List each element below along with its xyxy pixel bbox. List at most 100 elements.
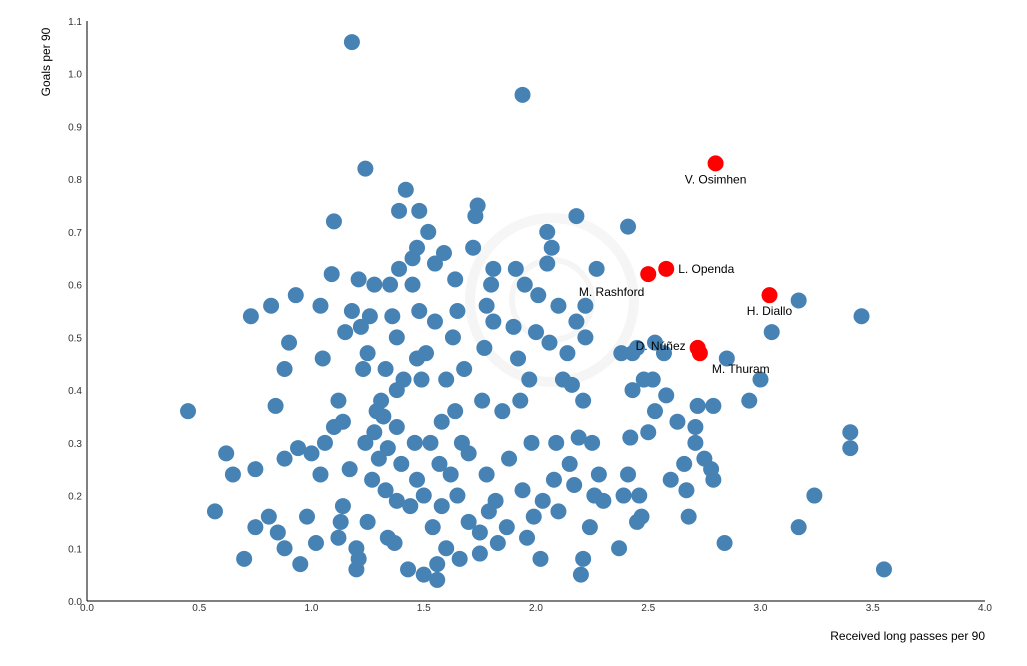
data-point[interactable] [242,308,259,325]
data-point[interactable] [287,287,304,304]
data-point[interactable] [366,276,383,293]
data-point[interactable] [581,519,598,536]
data-point[interactable] [357,434,374,451]
data-point[interactable] [334,498,351,515]
data-point[interactable] [411,303,428,319]
data-point[interactable] [276,450,293,467]
data-point[interactable] [388,492,405,509]
data-point[interactable] [442,466,459,483]
data-point[interactable] [655,345,672,362]
data-point[interactable] [514,482,531,499]
data-point[interactable] [640,424,657,441]
data-point[interactable] [384,308,401,325]
data-point[interactable] [629,339,646,356]
data-point[interactable] [370,450,387,467]
highlighted-point[interactable] [658,260,675,277]
data-point[interactable] [415,487,432,504]
data-point[interactable] [417,345,434,362]
data-point[interactable] [330,392,347,409]
data-point[interactable] [409,239,426,256]
data-point[interactable] [357,160,374,177]
data-point[interactable] [595,492,612,509]
data-point[interactable] [299,508,316,525]
data-point[interactable] [532,550,549,567]
data-point[interactable] [325,213,342,230]
data-point[interactable] [379,440,396,457]
highlighted-point[interactable] [640,266,657,283]
data-point[interactable] [611,540,628,557]
data-point[interactable] [415,566,432,583]
data-point[interactable] [314,350,331,367]
data-point[interactable] [539,255,556,272]
data-point[interactable] [471,524,488,541]
data-point[interactable] [550,503,567,520]
data-point[interactable] [620,466,637,483]
data-point[interactable] [763,324,780,341]
data-point[interactable] [483,276,500,293]
data-point[interactable] [355,361,372,377]
data-point[interactable] [590,466,607,483]
data-point[interactable] [429,571,446,588]
data-point[interactable] [563,376,580,393]
data-point[interactable] [510,350,527,367]
data-point[interactable] [267,397,284,414]
data-point[interactable] [404,276,421,293]
data-point[interactable] [741,392,758,409]
data-point[interactable] [716,535,733,551]
data-point[interactable] [449,487,466,504]
data-point[interactable] [543,239,560,256]
data-point[interactable] [718,350,735,367]
data-point[interactable] [615,487,632,504]
data-point[interactable] [622,429,639,446]
data-point[interactable] [424,519,441,536]
data-point[interactable] [366,424,383,441]
data-point[interactable] [352,318,369,335]
data-point[interactable] [471,545,488,562]
data-point[interactable] [460,445,477,462]
data-point[interactable] [545,471,562,488]
data-point[interactable] [548,434,565,451]
data-point[interactable] [411,202,428,219]
data-point[interactable] [478,297,495,314]
data-point[interactable] [312,466,329,483]
data-point[interactable] [426,255,443,272]
data-point[interactable] [303,445,320,462]
data-point[interactable] [566,477,583,493]
data-point[interactable] [489,535,506,551]
data-point[interactable] [451,550,468,567]
data-point[interactable] [469,197,486,214]
data-point[interactable] [658,387,675,404]
data-point[interactable] [409,471,426,488]
data-point[interactable] [426,313,443,330]
data-point[interactable] [438,540,455,557]
data-point[interactable] [361,308,378,325]
data-point[interactable] [397,181,414,198]
data-point[interactable] [377,482,394,499]
data-point[interactable] [402,498,419,515]
data-point[interactable] [588,260,605,277]
data-point[interactable] [498,519,515,536]
data-point[interactable] [516,276,533,293]
data-point[interactable] [316,434,333,451]
data-point[interactable] [350,550,367,567]
data-point[interactable] [559,345,576,362]
data-point[interactable] [485,260,502,277]
data-point[interactable] [790,519,807,536]
data-point[interactable] [269,524,286,541]
data-point[interactable] [395,371,412,388]
data-point[interactable] [528,324,544,341]
data-point[interactable] [687,419,704,435]
data-point[interactable] [476,339,493,356]
data-point[interactable] [570,429,587,446]
data-point[interactable] [478,466,495,483]
data-point[interactable] [646,334,663,351]
data-point[interactable] [507,260,524,277]
data-point[interactable] [550,297,567,314]
data-point[interactable] [624,382,641,399]
data-point[interactable] [341,461,358,478]
data-point[interactable] [332,513,349,530]
data-point[interactable] [842,424,859,441]
data-point[interactable] [705,397,722,414]
data-point[interactable] [435,245,452,261]
data-point[interactable] [350,271,367,288]
